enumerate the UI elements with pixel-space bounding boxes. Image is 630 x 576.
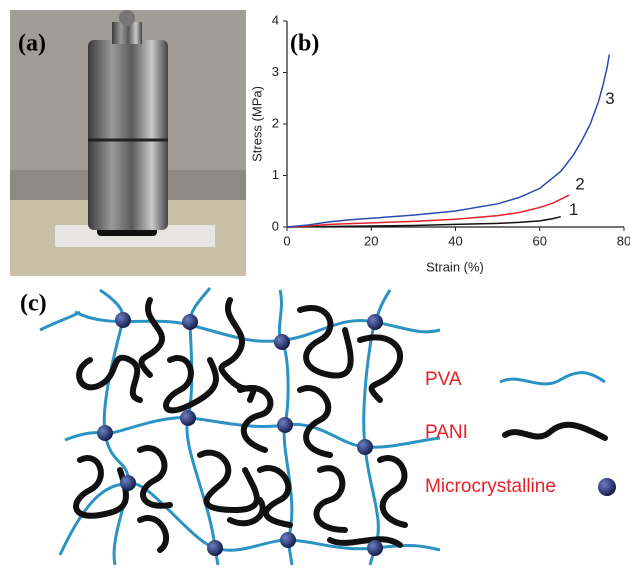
figure: (a) (b) (c) Strain (%) Stress (MPa) 0204… (0, 0, 630, 571)
panel-label: (a) (18, 31, 46, 57)
legend-label: PANI (425, 422, 468, 443)
panel-label: (b) (290, 31, 319, 57)
y-tick-label: 2 (272, 115, 279, 130)
y-tick-label: 0 (272, 218, 279, 233)
y-tick-label: 1 (272, 167, 279, 182)
y-tick-label: 3 (272, 64, 279, 79)
series-label: 2 (575, 175, 584, 194)
network-diagram: PVA PANI Microcrystalline (40, 288, 616, 565)
series-line (287, 54, 609, 227)
y-axis-label: Stress (MPa) (249, 86, 264, 162)
y-tick-label: 4 (272, 12, 279, 27)
legend-label: PVA (425, 369, 462, 390)
series-label: 3 (605, 89, 614, 108)
x-tick-label: 80 (617, 233, 630, 248)
series-label: 1 (569, 200, 578, 219)
panel-label: (c) (20, 291, 47, 317)
x-tick-label: 0 (283, 233, 290, 248)
legend-label: Microcrystalline (425, 476, 556, 497)
x-tick-label: 20 (364, 233, 378, 248)
x-tick-label: 40 (448, 233, 462, 248)
x-axis-label: Strain (%) (426, 259, 484, 274)
x-tick-label: 60 (533, 233, 547, 248)
